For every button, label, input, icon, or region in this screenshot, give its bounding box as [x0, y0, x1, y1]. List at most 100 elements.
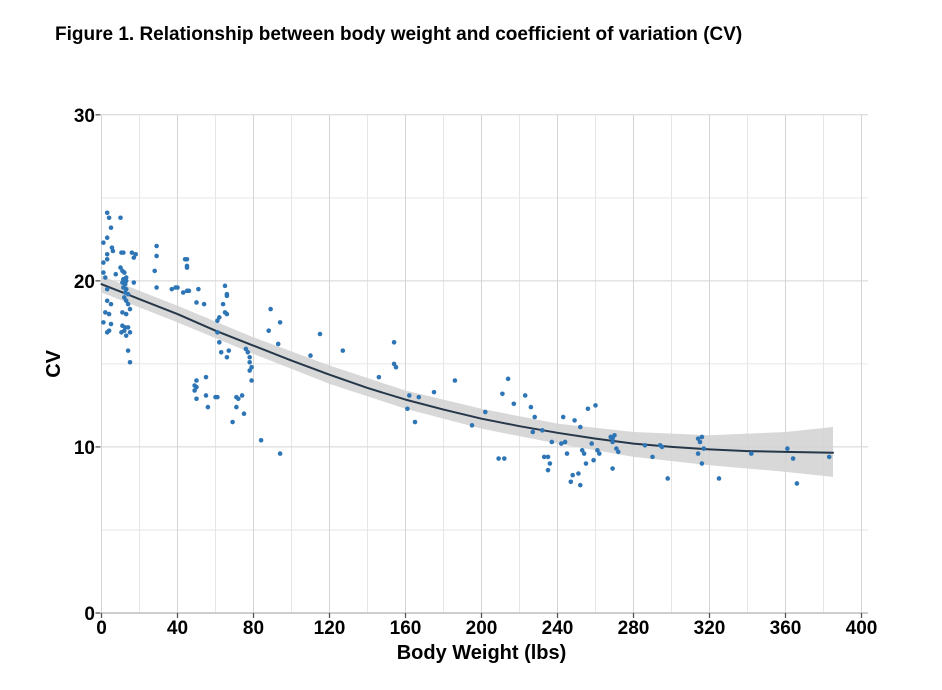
data-point — [502, 456, 507, 461]
data-point — [616, 449, 621, 455]
data-point — [665, 476, 670, 481]
data-point — [194, 396, 199, 402]
data-point — [101, 270, 106, 275]
data-point — [572, 418, 577, 423]
x-axis-tick-label: 360 — [770, 618, 802, 639]
data-point — [203, 393, 209, 398]
data-point — [175, 285, 180, 290]
data-point — [101, 240, 106, 245]
data-point — [215, 318, 220, 324]
data-point — [376, 374, 382, 380]
data-point — [560, 414, 566, 420]
data-point — [547, 461, 553, 466]
data-point — [496, 456, 501, 461]
data-point — [247, 359, 252, 365]
data-point — [522, 393, 528, 398]
data-point — [308, 353, 313, 358]
x-axis-tick-label: 240 — [542, 618, 574, 639]
data-point — [581, 451, 587, 456]
data-point — [469, 423, 475, 428]
y-axis-tick-label: 10 — [74, 438, 95, 459]
x-axis-tick-label: 200 — [466, 618, 498, 639]
data-point — [122, 270, 127, 275]
data-point — [215, 330, 220, 335]
data-point — [127, 359, 133, 365]
data-point — [113, 271, 119, 277]
data-point — [266, 328, 272, 333]
data-point — [101, 260, 106, 265]
data-point — [416, 394, 422, 400]
data-point — [125, 291, 131, 297]
data-point — [125, 301, 131, 307]
data-point — [578, 482, 583, 488]
data-point — [826, 454, 832, 460]
data-point — [120, 310, 125, 315]
x-axis-tick-label: 120 — [314, 618, 346, 639]
data-point — [131, 280, 137, 285]
data-point — [583, 461, 589, 466]
data-point — [131, 255, 137, 260]
data-point — [701, 446, 707, 451]
data-point — [119, 330, 124, 335]
data-point — [405, 406, 410, 412]
data-point — [540, 428, 545, 433]
data-point — [103, 275, 108, 280]
data-point — [568, 479, 574, 485]
x-axis-title: Body Weight (lbs) — [397, 642, 567, 664]
data-point — [585, 406, 591, 412]
data-point — [659, 444, 665, 450]
data-point — [549, 439, 555, 445]
data-point — [104, 235, 110, 240]
x-axis-tick-label: 0 — [96, 618, 107, 639]
data-point — [699, 461, 705, 466]
data-point — [794, 481, 800, 486]
data-point — [230, 419, 235, 425]
data-point — [104, 210, 110, 216]
data-point — [222, 283, 228, 289]
x-axis-tick-label: 280 — [618, 618, 650, 639]
data-point — [234, 404, 239, 410]
data-point — [127, 306, 133, 312]
data-point — [277, 320, 283, 325]
data-point — [532, 414, 537, 420]
data-point — [104, 330, 110, 335]
data-point — [258, 437, 264, 443]
data-point — [205, 404, 211, 410]
data-point — [194, 300, 199, 305]
data-point — [505, 376, 511, 382]
data-point — [196, 286, 201, 292]
data-point — [452, 378, 458, 383]
data-point — [642, 442, 648, 448]
data-point — [103, 310, 108, 315]
data-point — [106, 311, 112, 317]
data-point — [593, 403, 598, 408]
x-axis-tick-label: 320 — [694, 618, 726, 639]
data-point — [125, 325, 131, 330]
data-point — [695, 451, 701, 456]
data-point — [317, 331, 323, 337]
x-axis-tick-label: 40 — [167, 618, 188, 639]
data-point — [597, 451, 602, 456]
y-axis-tick-label: 30 — [74, 106, 95, 127]
data-point — [650, 454, 655, 460]
data-point — [121, 250, 126, 255]
data-point — [186, 288, 192, 294]
data-point — [578, 424, 583, 430]
data-point — [239, 393, 245, 398]
data-point — [247, 368, 252, 373]
data-point — [123, 333, 129, 338]
data-point — [391, 340, 397, 345]
data-point — [511, 401, 517, 407]
data-point — [277, 451, 283, 456]
data-point — [541, 454, 547, 460]
data-point — [570, 472, 575, 478]
data-point — [108, 301, 114, 307]
data-point — [226, 348, 232, 353]
data-point — [224, 311, 230, 317]
data-point — [101, 320, 106, 325]
data-point — [218, 349, 224, 355]
data-point — [241, 411, 247, 417]
data-point — [716, 476, 722, 481]
